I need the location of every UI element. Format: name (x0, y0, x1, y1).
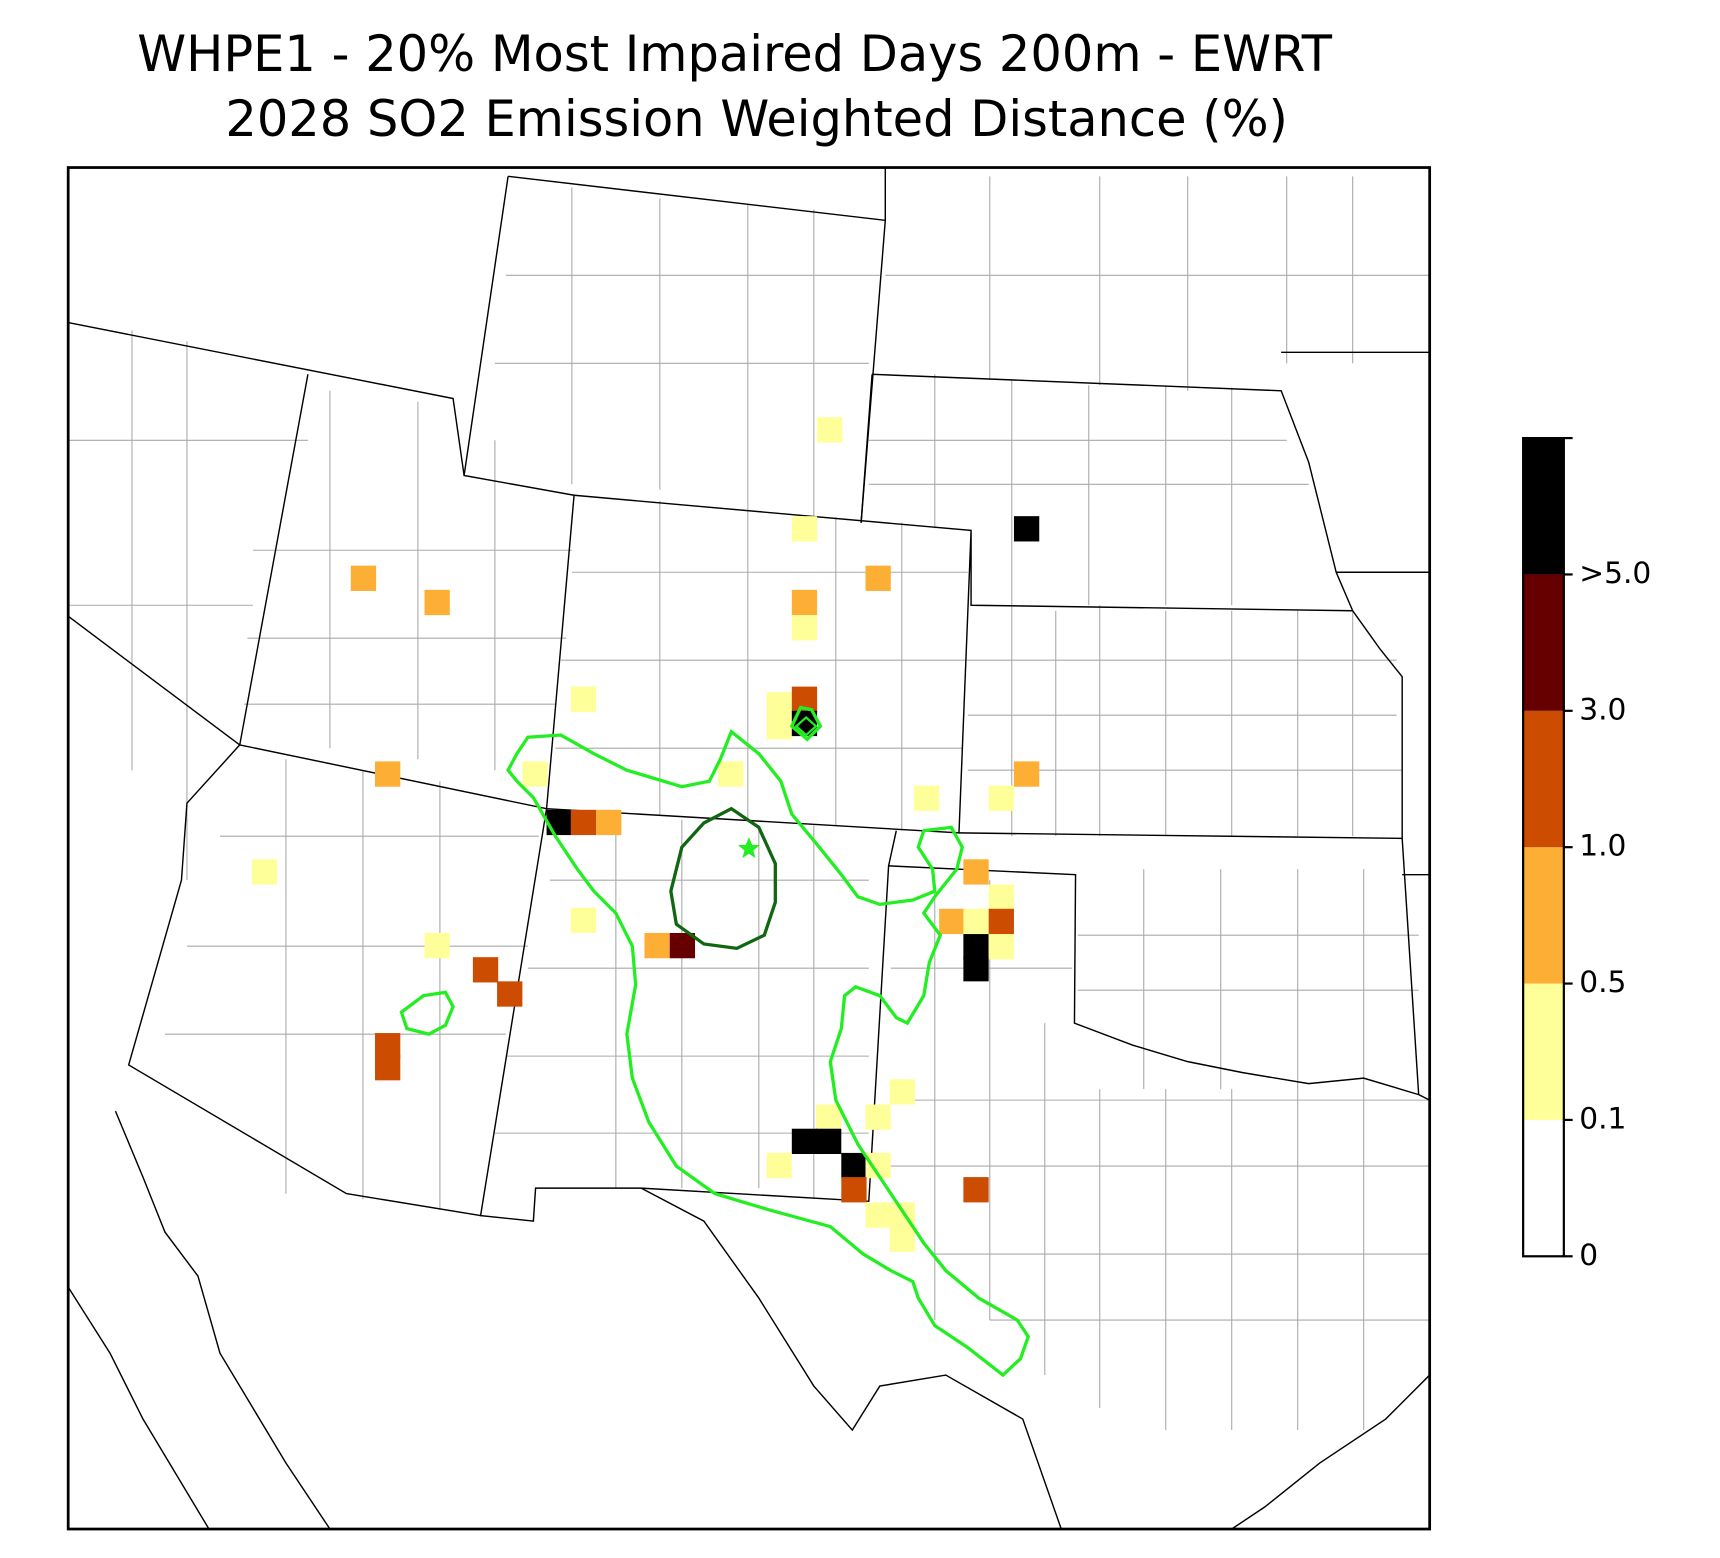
colorbar-segment (1523, 710, 1564, 848)
colorbar-tick-label: 1.0 (1579, 829, 1626, 864)
colorbar: 0 0.1 0.5 1.0 3.0 >5.0 (1522, 436, 1651, 1273)
state-borders (67, 167, 1431, 1530)
map-frame (66, 166, 1432, 1531)
colorbar-segment (1523, 847, 1564, 984)
contours (399, 705, 1031, 1378)
title-line: WHPE1 - 20% Most Impaired Days 200m - EW… (137, 25, 1333, 83)
map (66, 166, 1432, 1531)
colorbar-segment (1523, 1119, 1564, 1257)
colorbar-tick-label: 0.1 (1579, 1101, 1626, 1136)
colorbar-segment (1523, 983, 1564, 1120)
colorbar-tick-label: 0 (1579, 1238, 1598, 1273)
colorbar-tick-label: 0.5 (1579, 965, 1626, 1000)
colorbar-segment (1523, 438, 1564, 575)
colorbar-tick-label: 3.0 (1579, 692, 1626, 727)
colorbar-frame (1522, 436, 1565, 1258)
colorbar-segment (1523, 574, 1564, 711)
county-lines (68, 176, 1430, 1431)
colorbar-tick-label: >5.0 (1579, 556, 1651, 591)
title-line: 2028 SO2 Emission Weighted Distance (%) (225, 90, 1288, 148)
